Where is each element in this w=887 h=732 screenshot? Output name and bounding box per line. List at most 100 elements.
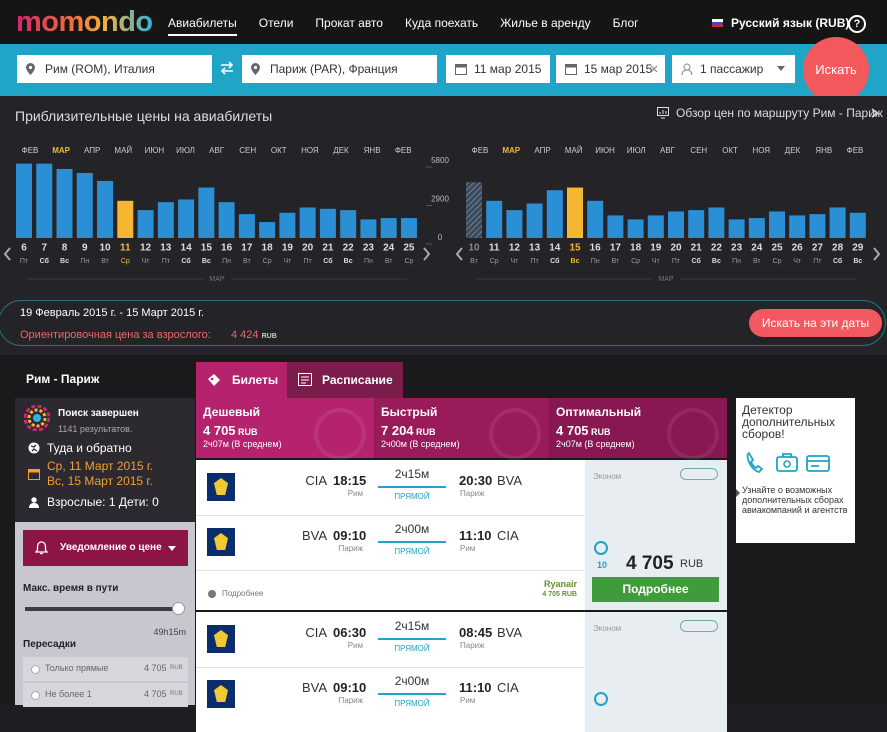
nav-item[interactable]: Отели	[258, 16, 294, 30]
radio	[31, 691, 40, 700]
price-bar	[829, 207, 846, 238]
weekday-label: Сб	[692, 257, 702, 265]
price-alert-button[interactable]: Уведомление о цене	[23, 530, 188, 566]
max-time-value: 49h15m	[153, 627, 186, 637]
weekday-label: Пн	[80, 258, 89, 265]
nav-item[interactable]: Куда поехать	[404, 16, 479, 30]
stop-label: Только прямые	[45, 663, 109, 673]
cabin: Эконом	[593, 472, 622, 481]
month-label: ФЕВ	[847, 146, 864, 155]
stop-currency: RUB	[170, 665, 183, 671]
tab-label: Билеты	[232, 373, 279, 387]
overview-link[interactable]: Обзор цен по маршруту Рим - Париж	[676, 106, 883, 120]
price-bar	[178, 199, 195, 238]
result-card[interactable]: CIA 06:30 Рим 2ч15м ПРЯМОЙ 08:45 BVA Париж BVA 09…	[196, 612, 727, 732]
price-bar	[748, 218, 765, 238]
price-bar	[587, 200, 604, 238]
summary-price: 4 705	[203, 423, 236, 438]
tab-tickets[interactable]: Билеты	[196, 362, 287, 398]
nav-item[interactable]: Авиабилеты	[168, 16, 237, 36]
summary-label: Быстрый	[381, 405, 438, 419]
weekday-label: Ср	[404, 258, 413, 265]
tab-schedule[interactable]: Расписание	[287, 362, 403, 398]
arrival-time: 08:45	[459, 625, 493, 640]
origin-code: BVA	[301, 680, 327, 695]
route-title: Рим - Париж	[26, 372, 100, 386]
month-label: ИЮЛ	[176, 146, 195, 155]
nav-item[interactable]: Блог	[612, 16, 639, 30]
departure-time: 09:10	[333, 680, 367, 695]
calendar-icon	[565, 64, 577, 75]
airline-price: 4 705 RUB	[542, 591, 577, 598]
summary-decor	[667, 408, 719, 460]
summary-column[interactable]: Оптимальный 4 705 RUB 2ч07м (В среднем)	[549, 398, 727, 460]
depart-value: 11 мар 2015	[474, 62, 542, 76]
price: 4 705	[626, 553, 674, 574]
swap-icon[interactable]	[219, 61, 235, 75]
month-label: СЕН	[239, 146, 256, 155]
search-status: Поиск завершен	[58, 408, 139, 419]
day-label: 9	[82, 243, 88, 254]
result-card[interactable]: CIA 18:15 Рим 2ч15м ПРЯМОЙ 20:30 BVA Париж BVA 09…	[196, 460, 727, 610]
depart-input[interactable]: 11 мар 2015	[446, 55, 550, 83]
badge	[680, 620, 718, 632]
month-label: ДЕК	[785, 146, 801, 155]
details-button[interactable]: Подробнее	[592, 577, 719, 602]
from-input[interactable]: Рим (ROM), Италия	[17, 55, 212, 83]
calendar-icon	[455, 64, 467, 75]
departure-time: 18:15	[333, 473, 367, 488]
month-label: АВГ	[660, 146, 676, 155]
day-label: 18	[262, 243, 274, 254]
to-input[interactable]: Париж (PAR), Франция	[242, 55, 437, 83]
stop-option[interactable]: Только прямые 4 705 RUB	[23, 657, 188, 681]
search-button[interactable]: Искать	[803, 37, 869, 103]
dropdown-icon	[777, 66, 785, 71]
y-tick-label: 0	[438, 233, 443, 242]
duration: 2ч00м	[394, 674, 430, 688]
passengers-input[interactable]: 1 пассажир	[672, 55, 795, 83]
score-icon	[594, 541, 608, 555]
badge	[680, 468, 718, 480]
weekday-label: Чт	[510, 258, 519, 265]
fee-icons	[746, 451, 830, 473]
month-axis-label: МАР	[209, 276, 225, 283]
language[interactable]: Русский язык (RUB)	[731, 16, 850, 30]
summary-decor	[314, 408, 366, 460]
return-input[interactable]: 15 мар 2015	[556, 55, 665, 83]
month-label: НОЯ	[752, 146, 770, 155]
details-link[interactable]: Подробнее	[222, 589, 264, 598]
weekday-label: Вс	[60, 258, 69, 265]
day-label: 16	[221, 243, 233, 254]
nav-item[interactable]: Прокат авто	[315, 16, 383, 30]
slider-knob[interactable]	[172, 602, 185, 615]
clear-icon[interactable]	[650, 65, 658, 73]
destination-city: Париж	[460, 489, 485, 498]
info-icon	[208, 590, 216, 598]
price-bar	[340, 210, 357, 238]
summary-price: 7 204	[381, 423, 414, 438]
selection-price: 4 424 RUB	[231, 329, 277, 341]
chart-arrows[interactable]	[3, 247, 881, 261]
summary-column[interactable]: Быстрый 7 204 RUB 2ч00м (В среднем)	[374, 398, 549, 460]
weekday-label: Сб	[550, 257, 560, 265]
stop-option[interactable]: Не более 1 4 705 RUB	[23, 683, 188, 707]
airline-logo-mark	[214, 630, 228, 647]
slider-track[interactable]	[25, 607, 179, 611]
logo[interactable]: momondo	[16, 6, 153, 38]
month-label: ИЮН	[595, 146, 615, 155]
day-label: 17	[610, 243, 622, 254]
nav-item[interactable]: Жилье в аренду	[500, 16, 591, 30]
summary-label: Оптимальный	[556, 405, 642, 419]
weekday-label: Пн	[364, 258, 373, 265]
airline-name: Ryanair	[543, 579, 577, 589]
day-label: 7	[41, 243, 47, 254]
day-label: 18	[630, 243, 642, 254]
summary-price: 4 705	[556, 423, 589, 438]
price-bar	[157, 202, 174, 238]
price-bar	[688, 210, 705, 238]
weekday-label: Пт	[813, 258, 822, 265]
help-button[interactable]: ?	[848, 15, 866, 33]
search-dates-button[interactable]: Искать на эти даты	[749, 309, 882, 337]
summary-column[interactable]: Дешевый 4 705 RUB 2ч07м (В среднем)	[196, 398, 374, 460]
weekday-label: Пт	[304, 258, 313, 265]
